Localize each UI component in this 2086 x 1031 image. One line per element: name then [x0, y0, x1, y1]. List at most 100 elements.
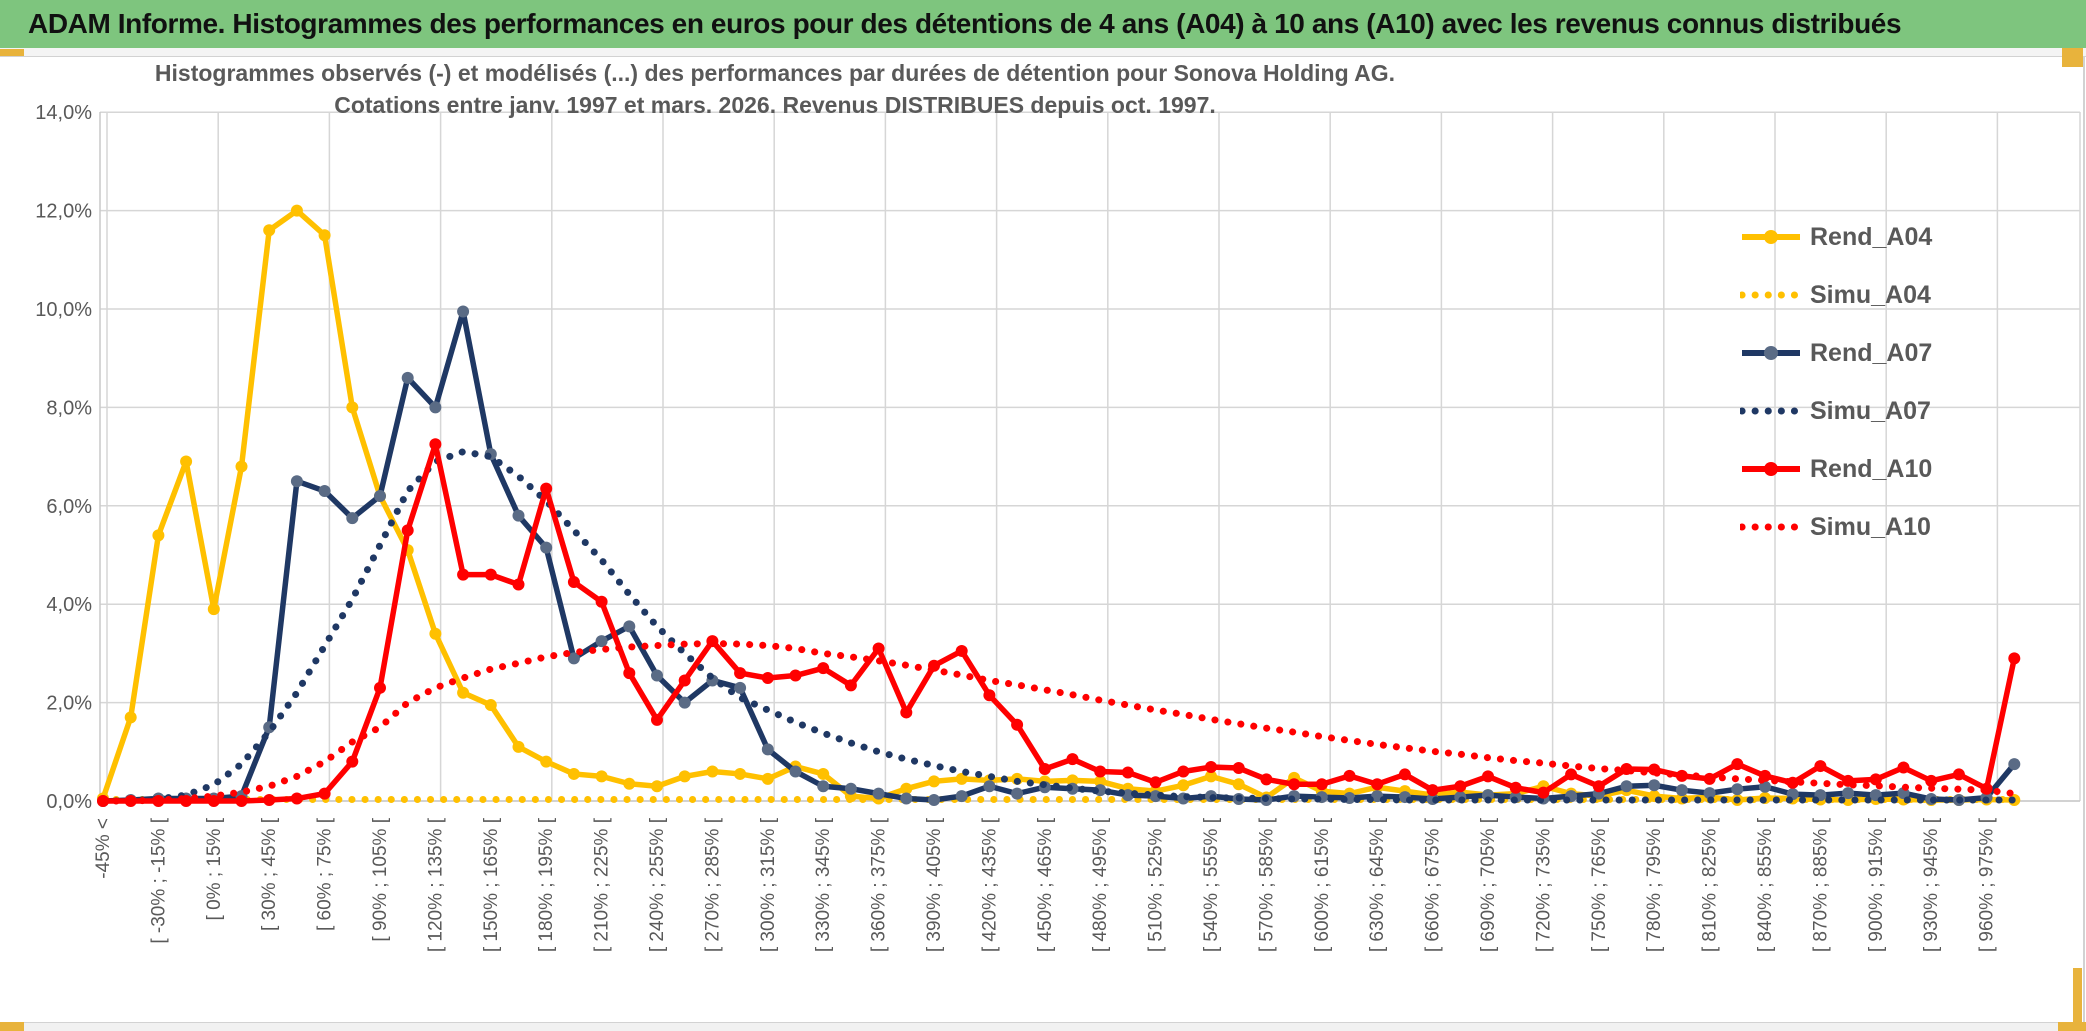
marker-Rend_A10	[457, 568, 470, 581]
marker-Rend_A07	[1675, 784, 1688, 797]
legend-label: Rend_A10	[1810, 454, 1933, 483]
marker-Rend_A10	[1315, 778, 1328, 791]
marker-Rend_A07	[2008, 758, 2021, 771]
x-axis-label: [ 360% ; 375% [	[869, 817, 890, 952]
y-axis-label: 4,0%	[46, 594, 92, 616]
x-axis-label: [ 180% ; 195% [	[536, 817, 557, 952]
legend-item-Simu_A10[interactable]: Simu_A10	[1738, 498, 2000, 556]
marker-Rend_A10	[1205, 761, 1217, 774]
marker-Rend_A10	[512, 578, 525, 591]
header-title: ADAM Informe. Histogrammes des performan…	[28, 8, 1902, 39]
marker-Rend_A04	[318, 229, 331, 242]
accent-gold-top-left	[0, 49, 24, 56]
marker-Rend_A10	[900, 706, 913, 719]
series-Rend_A07	[100, 308, 2018, 804]
marker-Rend_A10	[429, 438, 442, 451]
legend-swatch-solid	[1740, 346, 1802, 360]
legend-swatch-dotted	[1738, 288, 1804, 302]
y-axis-label: 2,0%	[46, 693, 92, 715]
marker-Rend_A07	[651, 669, 663, 682]
marker-Rend_A04	[180, 455, 193, 468]
marker-Rend_A04	[263, 224, 276, 237]
marker-Rend_A10	[1731, 758, 1744, 771]
marker-Rend_A10	[2008, 652, 2021, 665]
marker-Rend_A04	[623, 777, 636, 790]
marker-Rend_A07	[374, 489, 386, 502]
marker-Rend_A04	[1066, 774, 1079, 787]
marker-Rend_A07	[1731, 783, 1744, 796]
marker-Rend_A10	[1509, 781, 1522, 794]
marker-Rend_A04	[429, 627, 442, 640]
marker-Rend_A10	[1371, 778, 1384, 791]
legend-item-Rend_A04[interactable]: Rend_A04	[1740, 208, 2000, 266]
x-axis-label: [ 30% ; 45% [	[259, 817, 280, 931]
marker-Rend_A10	[263, 794, 276, 807]
x-axis-label: [ 390% ; 405% [	[924, 817, 945, 952]
legend-item-Rend_A07[interactable]: Rend_A07	[1740, 324, 2000, 382]
marker-Rend_A07	[1842, 787, 1855, 800]
series-Simu_A07	[99, 448, 2018, 805]
top-band	[0, 48, 2086, 57]
marker-Rend_A10	[1482, 770, 1494, 783]
marker-Rend_A07	[595, 635, 608, 648]
x-axis-label: [ 150% ; 165% [	[481, 817, 502, 952]
legend-swatch-dotted	[1738, 520, 1804, 534]
marker-Rend_A10	[789, 669, 802, 682]
marker-Rend_A10	[1011, 718, 1024, 731]
x-axis-label: [ 750% ; 765% [	[1589, 817, 1610, 952]
marker-Rend_A04	[651, 780, 663, 793]
marker-Rend_A04	[567, 767, 580, 780]
marker-Rend_A10	[678, 674, 691, 687]
marker-Rend_A07	[1011, 787, 1024, 800]
marker-Rend_A10	[1454, 780, 1467, 793]
x-axis-label: [ 780% ; 795% [	[1644, 817, 1665, 952]
marker-Rend_A10	[1288, 778, 1301, 791]
marker-Rend_A04	[900, 782, 913, 795]
marker-Rend_A07	[318, 485, 331, 498]
accent-gold-right-strip	[2073, 968, 2082, 1022]
legend-item-Rend_A10[interactable]: Rend_A10	[1740, 440, 2000, 498]
marker-Rend_A10	[1814, 760, 1827, 773]
x-axis-label: [ 540% ; 555% [	[1201, 817, 1222, 952]
marker-Rend_A10	[567, 576, 580, 589]
header-banner: ADAM Informe. Histogrammes des performan…	[0, 0, 2086, 48]
marker-Rend_A04	[928, 775, 940, 788]
marker-Rend_A10	[1038, 763, 1051, 776]
chart-title-line1: Histogrammes observés (-) et modélisés (…	[154, 60, 1396, 86]
marker-Rend_A10	[1897, 761, 1910, 774]
legend-item-Simu_A07[interactable]: Simu_A07	[1738, 382, 2000, 440]
marker-Rend_A04	[346, 401, 359, 414]
x-axis-label: [ 570% ; 585% [	[1256, 817, 1277, 952]
marker-Rend_A10	[1260, 773, 1273, 786]
x-axis-label: [ 210% ; 225% [	[592, 817, 613, 952]
marker-Rend_A07	[761, 743, 774, 756]
marker-Rend_A07	[1620, 780, 1633, 793]
marker-Rend_A07	[983, 780, 996, 793]
legend-swatch-dotted	[1738, 404, 1804, 418]
chart-title-line2: Cotations entre janv. 1997 et mars. 2026…	[334, 92, 1216, 118]
accent-gold-top-right	[2062, 48, 2083, 67]
marker-Rend_A04	[706, 765, 719, 778]
x-axis-label: [ 60% ; 75% [	[315, 817, 336, 931]
series-Rend_A10	[100, 441, 2018, 804]
marker-Rend_A04	[955, 772, 968, 785]
marker-Rend_A10	[346, 755, 359, 768]
x-axis-label: [ 480% ; 495% [	[1090, 817, 1111, 952]
bottom-band	[0, 1022, 2086, 1031]
marker-Rend_A10	[623, 667, 636, 680]
chart-legend: Rend_A04 Simu_A04 Rend_A07 Simu_A07 Rend_A10…	[1738, 208, 2000, 556]
marker-Rend_A10	[401, 524, 414, 537]
legend-item-Simu_A04[interactable]: Simu_A04	[1738, 266, 2000, 324]
marker-Rend_A07	[457, 305, 470, 318]
x-axis-label: [ 630% ; 645% [	[1367, 817, 1388, 952]
legend-label: Simu_A04	[1810, 280, 1931, 309]
marker-Rend_A07	[540, 541, 553, 554]
marker-Rend_A10	[844, 679, 857, 692]
marker-Rend_A10	[1592, 780, 1605, 793]
x-axis-label: [ 330% ; 345% [	[813, 817, 834, 952]
x-axis-label: [ 720% ; 735% [	[1533, 817, 1554, 952]
marker-Rend_A04	[1205, 770, 1217, 783]
y-axis-label: 8,0%	[46, 397, 92, 419]
marker-Rend_A07	[623, 620, 636, 633]
